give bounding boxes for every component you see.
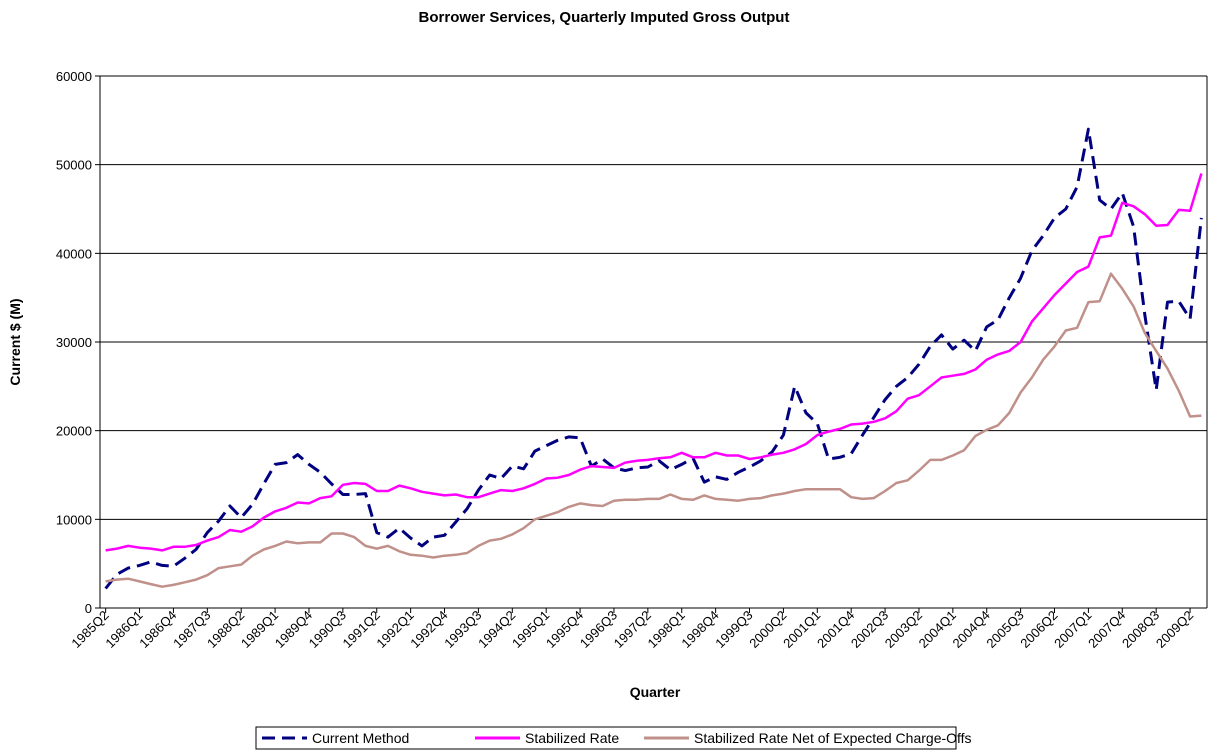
- x-axis-label: Quarter: [630, 684, 681, 700]
- y-tick-label: 30000: [56, 335, 92, 350]
- y-tick-label: 60000: [56, 69, 92, 84]
- y-axis-label: Current $ (M): [7, 298, 23, 385]
- x-tick-label: 2009Q2: [1153, 608, 1196, 651]
- y-tick-label: 20000: [56, 424, 92, 439]
- series-line: [105, 272, 1202, 588]
- y-tick-label: 0: [85, 601, 92, 616]
- y-tick-label: 40000: [56, 246, 92, 261]
- legend-label: Stabilized Rate: [525, 730, 619, 746]
- legend-label: Stabilized Rate Net of Expected Charge-O…: [694, 730, 972, 746]
- y-tick-label: 50000: [56, 158, 92, 173]
- legend-box: [255, 726, 957, 750]
- series-line: [104, 127, 1203, 590]
- series-line: [105, 173, 1203, 552]
- legend-label: Current Method: [312, 730, 409, 746]
- y-tick-label: 10000: [56, 512, 92, 527]
- chart-title: Borrower Services, Quarterly Imputed Gro…: [419, 9, 790, 26]
